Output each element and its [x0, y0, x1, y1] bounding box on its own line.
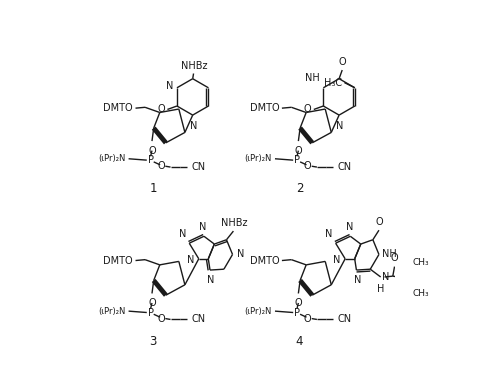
Text: O: O [157, 161, 165, 171]
Text: N: N [346, 222, 353, 232]
Text: O: O [338, 57, 346, 67]
Text: O: O [304, 161, 311, 171]
Text: 1: 1 [149, 182, 157, 195]
Text: O: O [148, 146, 156, 156]
Text: NH: NH [382, 249, 397, 258]
Text: N: N [207, 275, 215, 285]
Text: O: O [157, 314, 165, 324]
Text: P: P [294, 308, 300, 317]
Text: CH₃: CH₃ [413, 258, 429, 267]
Text: 3: 3 [149, 334, 157, 348]
Text: N: N [325, 229, 332, 239]
Text: O: O [295, 146, 302, 156]
Text: N: N [237, 249, 244, 258]
Text: CN: CN [192, 314, 205, 324]
Text: 4: 4 [296, 334, 303, 348]
Text: O: O [148, 298, 156, 308]
Text: CH₃: CH₃ [413, 289, 429, 298]
Text: CN: CN [192, 162, 205, 172]
Text: (ιPr)₂N: (ιPr)₂N [244, 307, 272, 315]
Text: (ιPr)₂N: (ιPr)₂N [98, 307, 125, 315]
Text: P: P [148, 308, 154, 317]
Text: O: O [295, 298, 302, 308]
Text: H: H [377, 284, 384, 294]
Text: CN: CN [338, 162, 352, 172]
Text: (ιPr)₂N: (ιPr)₂N [244, 154, 272, 163]
Text: DMTO: DMTO [250, 103, 279, 113]
Text: NH: NH [306, 73, 320, 83]
Text: P: P [294, 155, 300, 165]
Text: O: O [304, 314, 311, 324]
Text: O: O [375, 217, 383, 227]
Text: N: N [354, 275, 361, 285]
Text: N: N [186, 255, 194, 265]
Text: N: N [333, 255, 340, 265]
Text: DMTO: DMTO [103, 256, 133, 265]
Text: O: O [304, 104, 311, 114]
Text: H₃C: H₃C [324, 78, 342, 88]
Text: N: N [179, 229, 186, 239]
Text: N: N [336, 121, 343, 131]
Text: CN: CN [338, 314, 352, 324]
Text: DMTO: DMTO [250, 256, 279, 265]
Text: O: O [157, 104, 165, 114]
Text: N: N [190, 121, 197, 131]
Text: N: N [382, 272, 389, 282]
Text: N: N [199, 222, 207, 232]
Text: P: P [148, 155, 154, 165]
Text: 2: 2 [296, 182, 303, 195]
Text: O: O [391, 253, 399, 263]
Text: (ιPr)₂N: (ιPr)₂N [98, 154, 125, 163]
Text: N: N [166, 81, 173, 92]
Text: NHBz: NHBz [181, 61, 208, 71]
Text: DMTO: DMTO [103, 103, 133, 113]
Text: NHBz: NHBz [221, 218, 248, 228]
